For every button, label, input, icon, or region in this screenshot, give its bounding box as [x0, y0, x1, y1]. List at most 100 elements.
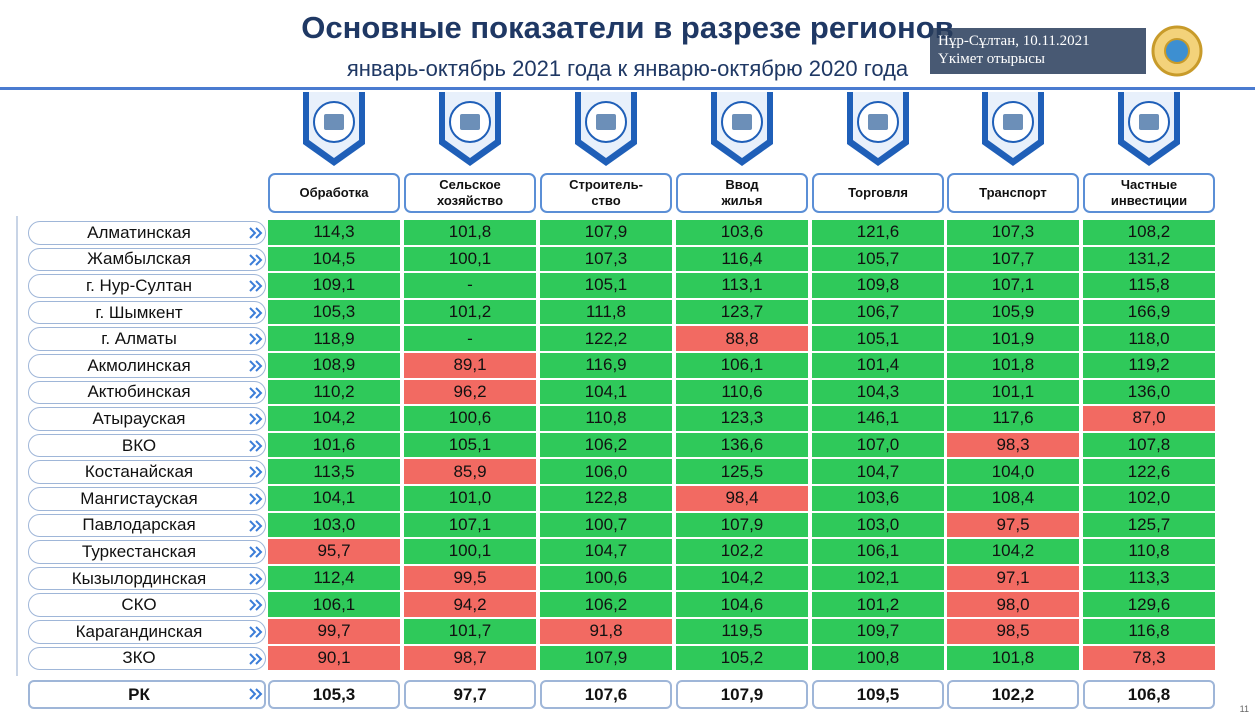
- chevron: [249, 307, 263, 319]
- value-cell: 136,0: [1083, 379, 1215, 405]
- value-cell: 99,5: [404, 565, 536, 591]
- column-header: Строитель- ство: [540, 173, 672, 213]
- value-cell: 100,1: [404, 539, 536, 564]
- value-cell: 101,2: [812, 592, 944, 617]
- value-cell: 104,3: [812, 379, 944, 405]
- value-cell: 104,6: [676, 592, 808, 617]
- value-cell: 101,2: [404, 299, 536, 325]
- region-label: Костанайская: [28, 460, 266, 484]
- column-header: Ввод жилья: [676, 173, 808, 213]
- value-cell: 108,2: [1083, 220, 1215, 245]
- column-icon: [439, 92, 501, 166]
- chevron: [249, 599, 263, 612]
- chevron: [249, 466, 263, 479]
- region-label: Карагандинская: [28, 620, 266, 644]
- value-cell: 104,2: [676, 565, 808, 591]
- column-icon: [1118, 92, 1180, 166]
- value-cell: -: [404, 326, 536, 351]
- value-cell: 103,6: [676, 220, 808, 245]
- total-cell: 97,7: [404, 680, 536, 709]
- value-cell: 100,6: [404, 406, 536, 431]
- chevron: [249, 440, 263, 452]
- chevron: [249, 253, 263, 266]
- value-cell: 100,1: [404, 246, 536, 272]
- value-cell: 104,7: [540, 539, 672, 564]
- chevron: [249, 360, 263, 372]
- value-cell: -: [404, 273, 536, 298]
- value-cell: 119,5: [676, 619, 808, 644]
- value-cell: 100,6: [540, 565, 672, 591]
- subtitle: январь-октябрь 2021 года к январю-октябр…: [346, 56, 909, 81]
- value-cell: 110,8: [1083, 539, 1215, 564]
- column-header: Транспорт: [947, 173, 1079, 213]
- region-label: Павлодарская: [28, 513, 266, 538]
- column-icon: [303, 92, 365, 166]
- value-cell: 101,8: [404, 220, 536, 245]
- column-icon: [847, 92, 909, 166]
- value-cell: 125,5: [676, 459, 808, 484]
- value-cell: 107,9: [676, 512, 808, 538]
- value-cell: 104,5: [268, 246, 400, 272]
- left-rule: [16, 216, 18, 676]
- value-cell: 99,7: [268, 619, 400, 644]
- value-cell: 106,1: [268, 592, 400, 617]
- value-cell: 98,5: [947, 619, 1079, 644]
- value-cell: 103,6: [812, 486, 944, 511]
- column-header: Частные инвестиции: [1083, 173, 1215, 213]
- value-cell: 109,8: [812, 273, 944, 298]
- total-cell: 106,8: [1083, 680, 1215, 709]
- value-cell: 103,0: [812, 512, 944, 538]
- value-cell: 116,4: [676, 246, 808, 272]
- region-label: Акмолинская: [28, 354, 266, 378]
- title: Основные показатели в разрезе регионов: [301, 10, 954, 45]
- value-cell: 146,1: [812, 406, 944, 431]
- value-cell: 122,6: [1083, 459, 1215, 484]
- value-cell: 98,0: [947, 592, 1079, 617]
- value-cell: 105,1: [540, 273, 672, 298]
- value-cell: 104,1: [540, 379, 672, 405]
- value-cell: 166,9: [1083, 299, 1215, 325]
- value-cell: 89,1: [404, 353, 536, 378]
- value-cell: 105,1: [404, 432, 536, 458]
- value-cell: 101,4: [812, 353, 944, 378]
- value-cell: 101,6: [268, 432, 400, 458]
- page-number: 11: [1239, 704, 1249, 714]
- value-cell: 118,0: [1083, 326, 1215, 351]
- value-cell: 106,2: [540, 432, 672, 458]
- value-cell: 107,0: [812, 432, 944, 458]
- value-cell: 107,7: [947, 246, 1079, 272]
- value-cell: 125,7: [1083, 512, 1215, 538]
- value-cell: 105,9: [947, 299, 1079, 325]
- chevron: [249, 688, 263, 700]
- value-cell: 109,7: [812, 619, 944, 644]
- chevron: [249, 227, 263, 239]
- value-cell: 109,1: [268, 273, 400, 298]
- value-cell: 90,1: [268, 645, 400, 671]
- value-cell: 101,7: [404, 619, 536, 644]
- region-label: ВКО: [28, 433, 266, 458]
- region-label: СКО: [28, 593, 266, 617]
- emblem: [1151, 25, 1203, 77]
- value-cell: 98,3: [947, 432, 1079, 458]
- value-cell: 102,0: [1083, 486, 1215, 511]
- value-cell: 136,6: [676, 432, 808, 458]
- region-label: Атырауская: [28, 407, 266, 431]
- region-label: Кызылординская: [28, 566, 266, 591]
- value-cell: 102,2: [676, 539, 808, 564]
- value-cell: 101,8: [947, 645, 1079, 671]
- value-cell: 94,2: [404, 592, 536, 617]
- value-cell: 106,2: [540, 592, 672, 617]
- value-cell: 106,1: [676, 353, 808, 378]
- value-cell: 108,9: [268, 353, 400, 378]
- value-cell: 107,1: [404, 512, 536, 538]
- value-cell: 102,1: [812, 565, 944, 591]
- value-cell: 101,1: [947, 379, 1079, 405]
- value-cell: 117,6: [947, 406, 1079, 431]
- value-cell: 78,3: [1083, 645, 1215, 671]
- chevron: [249, 519, 263, 532]
- value-cell: 123,7: [676, 299, 808, 325]
- region-label: Алматинская: [28, 221, 266, 245]
- value-cell: 100,7: [540, 512, 672, 538]
- value-cell: 114,3: [268, 220, 400, 245]
- broadcast-caption: Нұр-Сұлтан, 10.11.2021 Үкімет отырысы: [930, 28, 1146, 74]
